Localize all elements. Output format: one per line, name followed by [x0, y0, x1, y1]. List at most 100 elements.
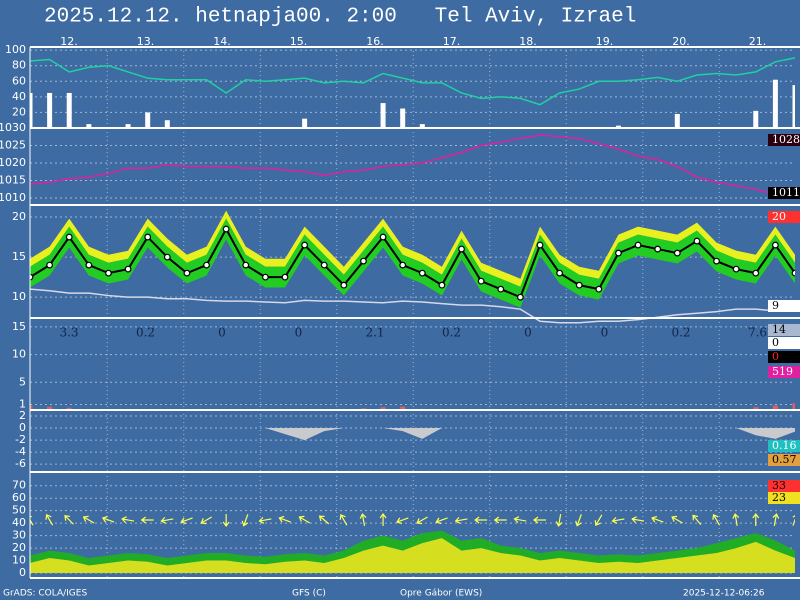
badge-box	[768, 480, 800, 492]
badge-box	[768, 454, 800, 466]
y-tick-label: 10	[12, 348, 26, 361]
marker	[536, 241, 544, 249]
badge: 14	[772, 323, 786, 336]
y-tick-label: 80	[12, 59, 26, 72]
marker	[105, 269, 112, 277]
daily-total: 0	[218, 326, 226, 340]
y-tick-label: 40	[12, 90, 26, 103]
marker	[222, 225, 230, 233]
badge-box	[768, 300, 800, 312]
y-tick-label: 10	[12, 290, 26, 303]
badge-box	[768, 134, 800, 146]
marker	[340, 281, 348, 289]
bar	[164, 120, 170, 128]
badge: 33	[772, 479, 786, 492]
marker	[693, 237, 701, 245]
wind-arrow	[222, 514, 230, 527]
bar	[674, 113, 680, 128]
bar	[86, 124, 92, 128]
bar	[400, 406, 406, 410]
wind-arrow	[82, 515, 95, 524]
wind-arrow	[732, 513, 740, 527]
wind-arrow	[258, 516, 272, 524]
day-label: 17.	[443, 35, 461, 48]
y-tick-label: 1020	[0, 156, 26, 169]
bar	[66, 92, 72, 128]
wind-arrow	[435, 517, 448, 525]
marker	[516, 293, 524, 301]
badge-box	[768, 492, 800, 504]
marker	[261, 273, 269, 281]
y-tick-label: 60	[12, 491, 26, 504]
marker	[46, 261, 54, 269]
bar	[125, 124, 131, 128]
line	[30, 57, 795, 106]
wind-arrow	[140, 516, 154, 524]
wind-arrow	[416, 516, 428, 525]
day-label: 12.	[60, 35, 78, 48]
marker	[65, 233, 73, 241]
marker	[203, 261, 210, 269]
wind-arrow	[792, 513, 795, 526]
wind-arrow	[298, 515, 311, 524]
y-tick-label: 20	[12, 210, 26, 223]
badge-box	[768, 337, 800, 349]
marker	[556, 269, 564, 277]
badge: 0	[772, 350, 779, 363]
y-tick-label: 30	[12, 529, 26, 542]
y-tick-label: 5	[19, 375, 26, 388]
bar	[145, 112, 151, 128]
wind-arrow	[101, 515, 115, 523]
y-tick-label: 100	[5, 43, 26, 56]
marker	[418, 269, 426, 277]
wind-arrow	[396, 517, 409, 525]
marker	[634, 241, 642, 249]
bar	[792, 403, 795, 410]
y-tick-label: 15	[12, 250, 26, 263]
y-tick-label: 1010	[0, 191, 26, 204]
bar	[772, 405, 778, 410]
wind-arrow	[278, 515, 291, 523]
line	[30, 226, 795, 299]
badge: 0	[772, 336, 779, 349]
wind-arrow	[241, 514, 249, 527]
daily-total: 0.2	[671, 326, 690, 340]
marker	[281, 273, 289, 281]
wind-arrow	[160, 516, 174, 524]
y-tick-label: 0	[19, 421, 26, 434]
bar	[400, 108, 406, 128]
wind-arrow	[180, 517, 193, 525]
day-label: 19.	[596, 35, 614, 48]
daily-total: 3.3	[59, 326, 78, 340]
marker	[575, 281, 583, 289]
daily-total: 0	[295, 326, 303, 340]
panel	[30, 410, 795, 472]
marker	[497, 285, 505, 293]
wind-arrow	[64, 515, 74, 525]
area	[30, 538, 795, 574]
area	[30, 428, 795, 441]
y-tick-label: 20	[12, 105, 26, 118]
wind-arrow	[671, 515, 683, 524]
footer-model: GFS (C)	[292, 589, 326, 599]
panel	[30, 47, 795, 128]
y-tick-label: 1025	[0, 139, 26, 152]
daily-total: 7.6	[748, 326, 767, 340]
marker	[85, 261, 93, 269]
day-label: 16.	[366, 35, 384, 48]
badge: 9	[772, 299, 779, 312]
marker	[124, 265, 132, 273]
wind-arrow	[454, 516, 468, 524]
day-label: 15.	[290, 35, 308, 48]
marker	[595, 285, 603, 293]
bar	[30, 92, 33, 128]
band	[30, 218, 795, 308]
bar	[30, 405, 33, 410]
wind-arrow	[651, 515, 664, 523]
badge: 20	[772, 210, 786, 223]
y-tick-label: 1015	[0, 174, 26, 187]
marker	[320, 261, 328, 269]
wind-arrow	[359, 513, 367, 527]
wind-arrow	[631, 516, 645, 524]
